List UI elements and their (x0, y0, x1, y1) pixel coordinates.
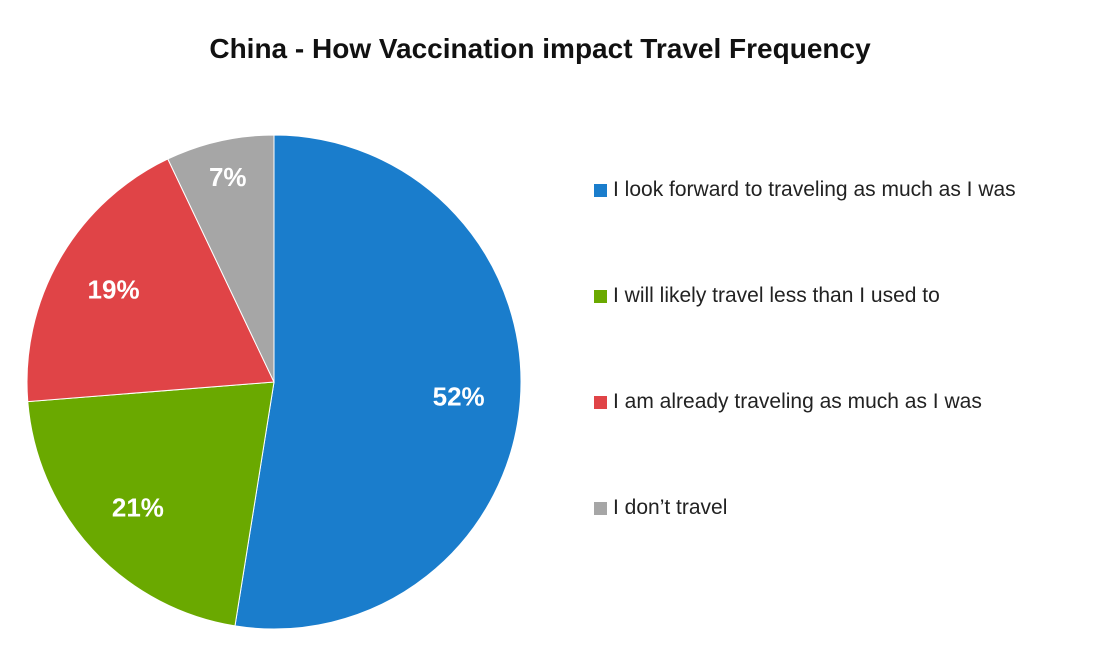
legend-item: I will likely travel less than I used to (594, 278, 1016, 384)
pie-slice (167, 134, 275, 383)
pie-slice (27, 381, 275, 627)
slice-data-label: 21% (112, 493, 164, 523)
pie-slice (234, 134, 522, 630)
pie-slice (26, 158, 275, 403)
slice-data-label: 7% (209, 162, 247, 192)
legend-swatch (594, 396, 607, 409)
legend-label: I look forward to traveling as much as I… (613, 178, 1016, 201)
legend-item: I don’t travel (594, 490, 1016, 596)
legend-swatch (594, 184, 607, 197)
chart-title: China - How Vaccination impact Travel Fr… (209, 33, 871, 64)
legend-swatch (594, 502, 607, 515)
legend-swatch (594, 290, 607, 303)
legend-item: I look forward to traveling as much as I… (594, 172, 1016, 278)
legend-label: I don’t travel (613, 496, 728, 519)
legend-label: I will likely travel less than I used to (613, 284, 940, 307)
slice-data-label: 19% (88, 274, 140, 304)
pie-chart: 52% 21% 19% 7% (26, 134, 522, 630)
legend-label: I am already traveling as much as I was (613, 390, 982, 413)
legend-item: I am already traveling as much as I was (594, 384, 1016, 490)
slice-data-label: 52% (433, 382, 485, 412)
legend: I look forward to traveling as much as I… (594, 172, 1016, 596)
